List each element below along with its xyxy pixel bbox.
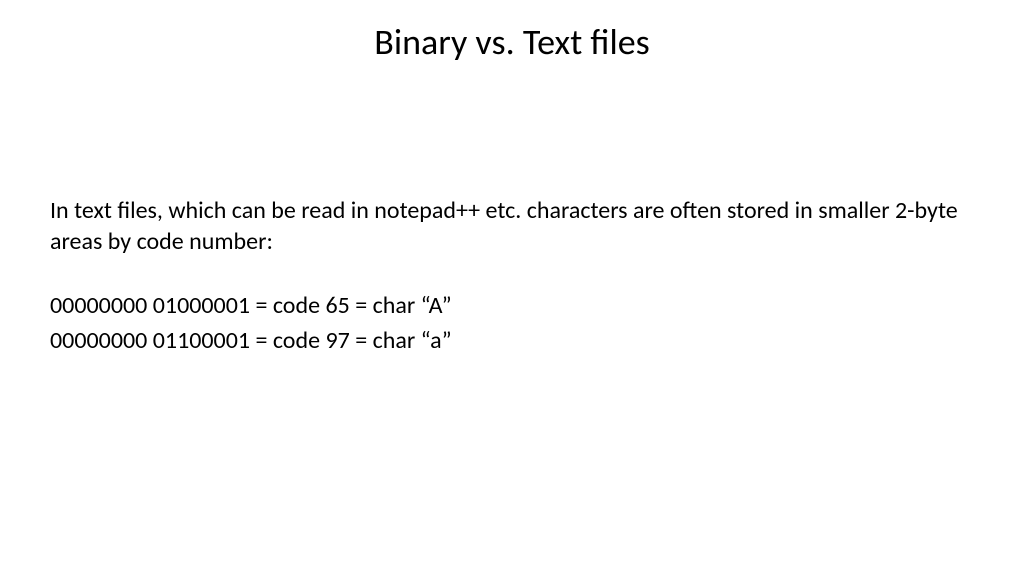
example-line-2: 00000000 01100001 = code 97 = char “a” [50, 324, 974, 359]
slide-title: Binary vs. Text files [0, 20, 1024, 64]
body-paragraph: In text files, which can be read in note… [50, 195, 974, 257]
slide-container: Binary vs. Text files In text files, whi… [0, 0, 1024, 576]
slide-body: In text files, which can be read in note… [50, 195, 974, 359]
example-line-1: 00000000 01000001 = code 65 = char “A” [50, 289, 974, 324]
